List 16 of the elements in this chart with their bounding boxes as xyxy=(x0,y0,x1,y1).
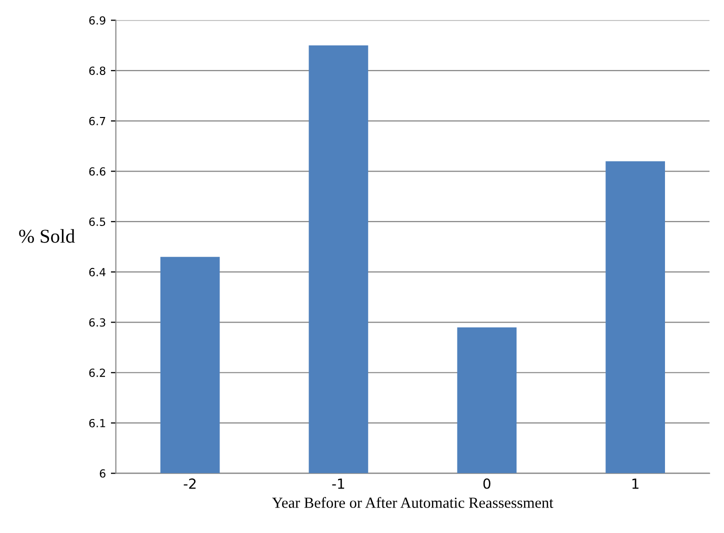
y-tick-label: 6.6 xyxy=(89,167,106,176)
y-tick-label: 6.2 xyxy=(89,368,106,378)
x-tick-label: -2 xyxy=(184,478,196,489)
y-tick-label: 6.8 xyxy=(89,66,106,75)
y-tick-label: 6.5 xyxy=(89,218,106,226)
y-tick-label: 6.9 xyxy=(89,16,106,25)
y-tick-label: 6.1 xyxy=(89,418,106,428)
y-tick-label: 6.7 xyxy=(89,116,106,126)
x-tick-label: -1 xyxy=(332,478,344,489)
y-axis-title: % Sold xyxy=(19,229,75,243)
y-tick-label: 6.3 xyxy=(89,318,106,327)
x-axis-title: Year Before or After Automatic Reassessment xyxy=(272,497,554,508)
x-tick-label: 1 xyxy=(632,478,638,489)
x-tick-label: 0 xyxy=(483,478,490,489)
y-tick-label: 6.4 xyxy=(89,268,106,276)
y-tick-label: 6 xyxy=(100,469,106,478)
